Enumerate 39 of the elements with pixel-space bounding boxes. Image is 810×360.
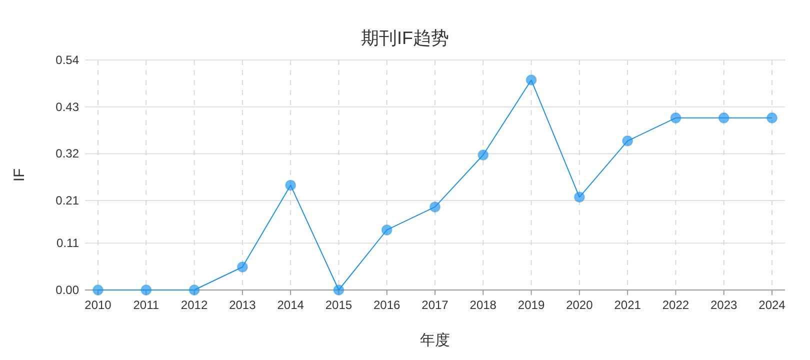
y-tick-label: 0.11 (56, 236, 80, 250)
x-axis-title: 年度 (420, 332, 450, 349)
point (766, 112, 778, 124)
point (718, 112, 730, 124)
point (574, 192, 585, 203)
y-tick-label: 0.43 (56, 100, 80, 114)
point (236, 262, 248, 272)
x-tick-label: 2022 (662, 298, 690, 312)
y-tick-label: 0.21 (56, 194, 80, 208)
x-tick-label: 2019 (518, 298, 545, 312)
x-tick-label: 2018 (470, 298, 497, 312)
point (333, 284, 344, 296)
point (92, 284, 104, 296)
y-tick-label: 0.54 (56, 53, 80, 67)
point (670, 112, 682, 124)
point (285, 180, 296, 191)
point (430, 201, 440, 212)
x-tick-label: 2014 (277, 298, 304, 312)
x-tick-label: 2023 (710, 298, 738, 312)
point (188, 284, 200, 296)
y-axis-title: IF (11, 168, 28, 182)
x-tick-label: 2012 (180, 298, 208, 312)
point (526, 74, 537, 86)
x-tick-label: 2010 (84, 298, 112, 312)
chart-title: 期刊IF趋势 (361, 28, 449, 48)
y-tick-label: 0.00 (56, 283, 80, 297)
point (622, 135, 634, 146)
y-tick-label: 0.32 (56, 146, 80, 161)
point (140, 284, 152, 296)
x-tick-label: 2020 (566, 298, 594, 312)
x-tick-label: 2017 (422, 298, 449, 312)
x-tick-label: 2013 (229, 298, 256, 312)
point (478, 149, 489, 160)
x-tick-label: 2011 (133, 298, 160, 312)
point (381, 224, 392, 236)
x-tick-label: 2024 (758, 298, 786, 312)
x-tick-label: 2015 (325, 298, 352, 312)
x-tick-label: 2016 (374, 298, 401, 312)
x-tick-label: 2021 (614, 298, 642, 312)
